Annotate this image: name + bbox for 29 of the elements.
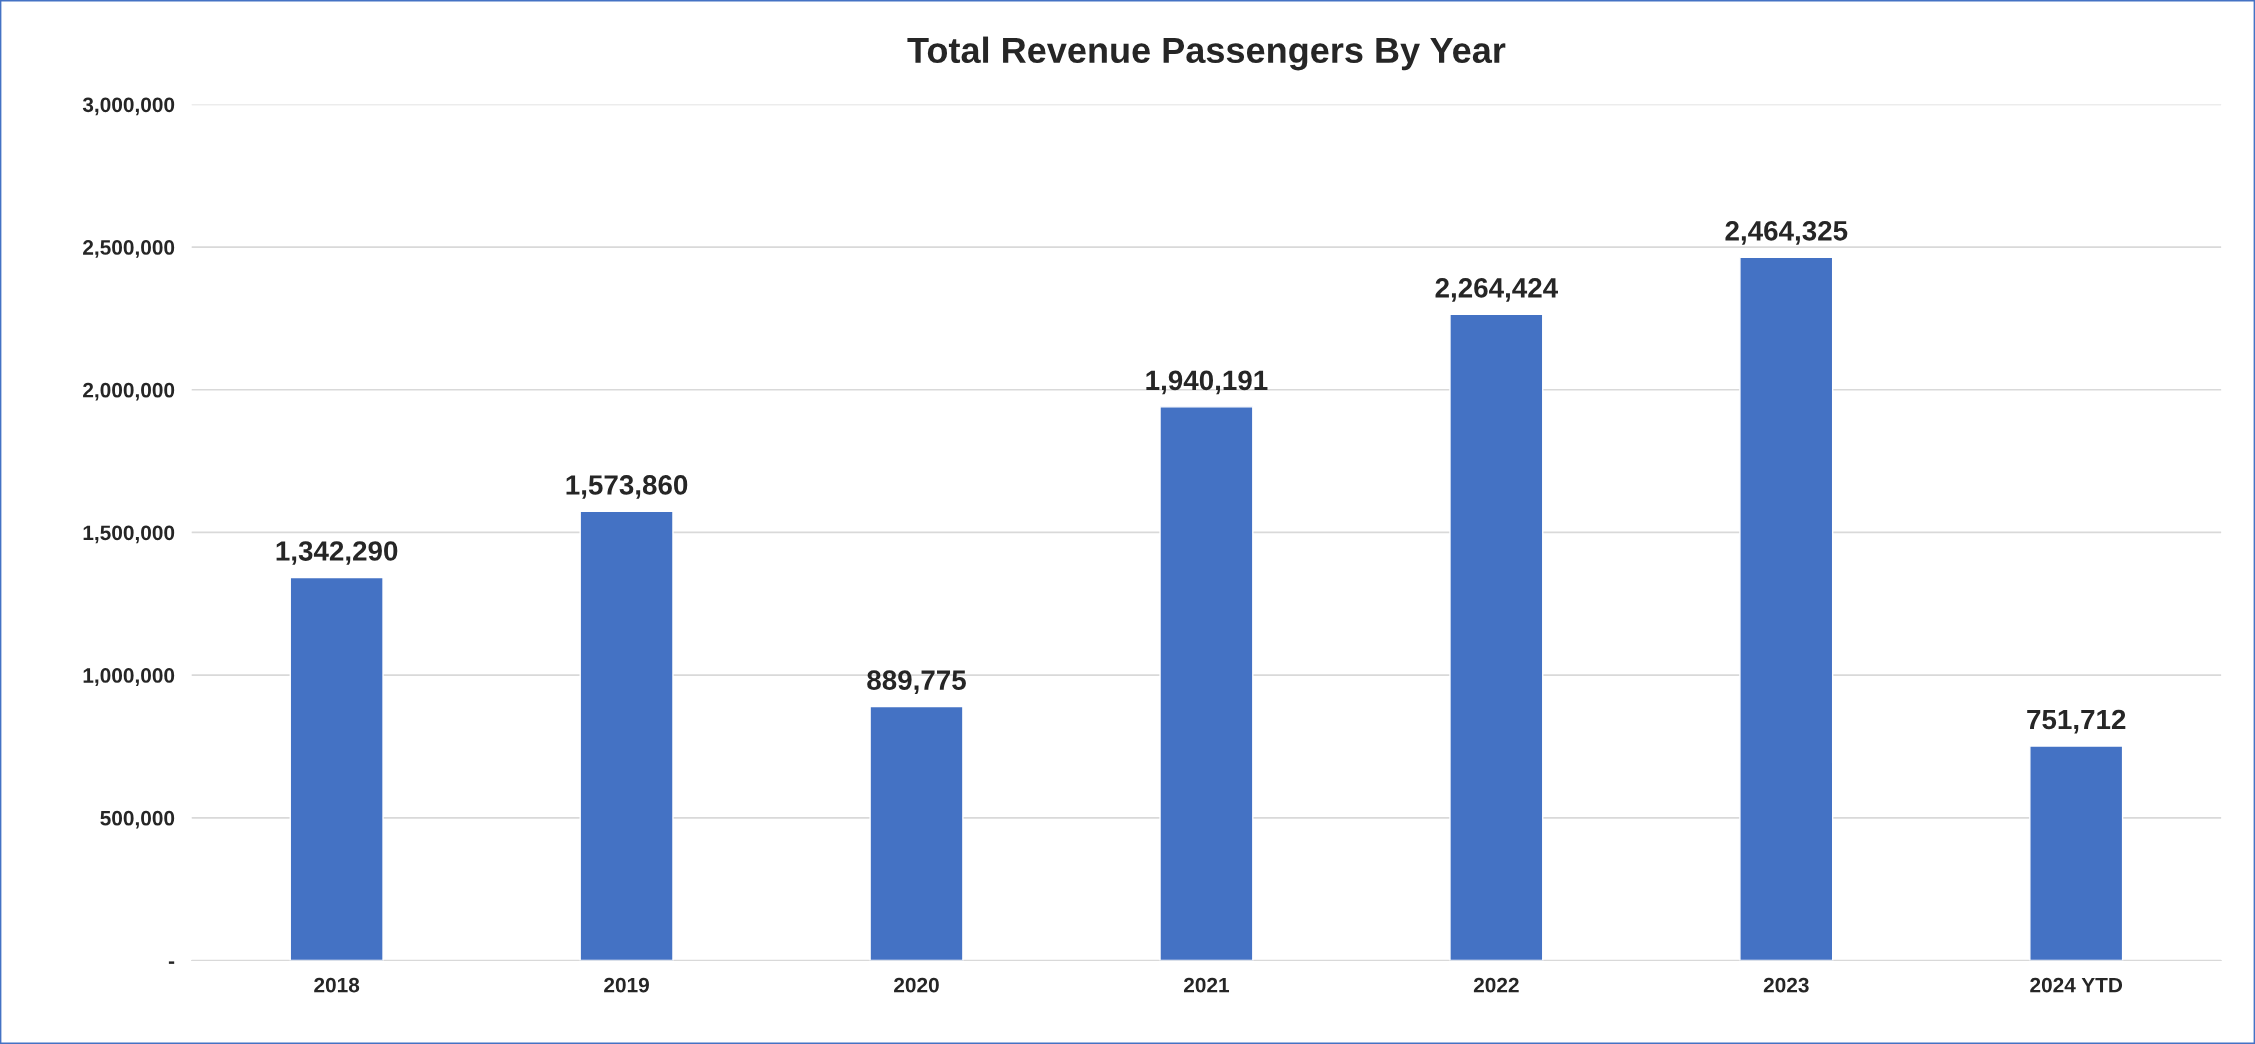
bar xyxy=(289,576,384,961)
data-label: 889,775 xyxy=(867,670,966,694)
bar xyxy=(1159,406,1254,961)
x-tick-label: 2024 YTD xyxy=(2030,977,2123,993)
chart-title: Total Revenue Passengers By Year xyxy=(907,36,1506,71)
data-label: 2,264,424 xyxy=(1435,278,1558,302)
x-tick-label: 2019 xyxy=(604,977,649,993)
bar xyxy=(579,510,674,961)
x-tick-label: 2021 xyxy=(1183,977,1230,993)
y-tick-label: 2,000,000 xyxy=(83,382,175,401)
x-tick-label: 2020 xyxy=(894,977,939,993)
x-tick-label: 2022 xyxy=(1473,977,1519,993)
data-label: 1,573,860 xyxy=(566,475,688,499)
bar xyxy=(2029,745,2124,961)
data-label: 1,342,290 xyxy=(276,541,398,565)
bar xyxy=(1449,313,1544,961)
data-label: 1,940,191 xyxy=(1146,370,1268,395)
bar xyxy=(869,705,964,961)
data-label: 751,712 xyxy=(2027,709,2126,734)
x-tick-label: 2023 xyxy=(1763,977,1809,993)
x-tick-label: 2018 xyxy=(314,977,360,993)
bar xyxy=(1739,256,1834,961)
y-tick-label: 500,000 xyxy=(100,810,175,829)
y-tick-label: 2,500,000 xyxy=(83,240,175,258)
y-tick-label: - xyxy=(168,961,175,964)
y-tick-label: 1,000,000 xyxy=(83,668,175,686)
y-tick-label: 1,500,000 xyxy=(83,525,175,544)
data-label: 2,464,325 xyxy=(1725,220,1848,245)
y-tick-label: 3,000,000 xyxy=(82,97,175,116)
